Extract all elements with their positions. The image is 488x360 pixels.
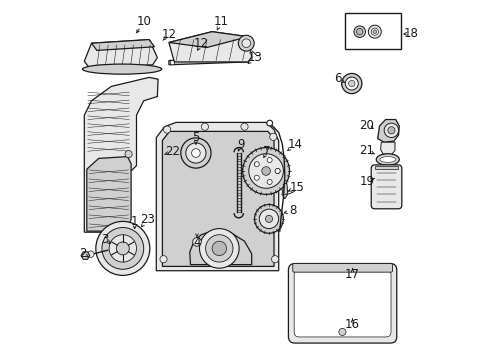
- Circle shape: [241, 123, 247, 130]
- Circle shape: [181, 138, 211, 168]
- Circle shape: [345, 77, 358, 90]
- Circle shape: [372, 30, 376, 33]
- Circle shape: [96, 221, 149, 275]
- Polygon shape: [87, 157, 131, 231]
- Circle shape: [341, 73, 361, 94]
- Text: 9: 9: [237, 138, 244, 150]
- Circle shape: [356, 28, 362, 35]
- Circle shape: [348, 80, 354, 87]
- Circle shape: [163, 126, 170, 133]
- Circle shape: [199, 229, 239, 268]
- Text: 18: 18: [403, 27, 417, 40]
- Polygon shape: [81, 252, 89, 259]
- Circle shape: [271, 256, 278, 263]
- Circle shape: [238, 35, 254, 51]
- Circle shape: [205, 235, 232, 262]
- Polygon shape: [168, 32, 247, 48]
- FancyBboxPatch shape: [288, 264, 396, 343]
- Polygon shape: [162, 131, 273, 266]
- Circle shape: [170, 60, 174, 65]
- Circle shape: [125, 150, 132, 158]
- Circle shape: [266, 158, 272, 163]
- FancyBboxPatch shape: [294, 270, 390, 337]
- Text: 8: 8: [289, 204, 296, 217]
- FancyBboxPatch shape: [292, 264, 392, 272]
- Text: 7: 7: [263, 145, 270, 158]
- Circle shape: [212, 241, 226, 256]
- Polygon shape: [84, 40, 157, 68]
- Ellipse shape: [375, 154, 399, 165]
- Polygon shape: [189, 230, 251, 265]
- Circle shape: [254, 162, 259, 167]
- Polygon shape: [380, 142, 394, 155]
- Polygon shape: [168, 32, 251, 62]
- Circle shape: [266, 120, 272, 126]
- Circle shape: [384, 123, 398, 138]
- Text: 12: 12: [193, 37, 208, 50]
- Circle shape: [275, 168, 280, 174]
- Text: 11: 11: [213, 15, 228, 28]
- Text: 12: 12: [161, 28, 176, 41]
- Text: 4: 4: [193, 237, 200, 249]
- Circle shape: [185, 143, 205, 163]
- Text: 5: 5: [192, 131, 199, 144]
- Circle shape: [248, 154, 283, 188]
- Circle shape: [160, 256, 167, 263]
- Text: 13: 13: [247, 51, 262, 64]
- Ellipse shape: [379, 157, 395, 162]
- Circle shape: [242, 148, 289, 194]
- Text: 3: 3: [101, 233, 108, 246]
- Polygon shape: [84, 77, 158, 232]
- Circle shape: [109, 235, 136, 262]
- Circle shape: [370, 28, 378, 35]
- Polygon shape: [282, 184, 287, 199]
- Text: 20: 20: [359, 119, 374, 132]
- Circle shape: [102, 228, 143, 269]
- Circle shape: [265, 215, 272, 222]
- Text: 15: 15: [289, 181, 304, 194]
- Text: 2: 2: [80, 247, 87, 260]
- Text: 22: 22: [164, 145, 180, 158]
- Bar: [374, 166, 397, 169]
- Circle shape: [261, 167, 270, 175]
- Bar: [345, 13, 400, 49]
- Circle shape: [269, 133, 276, 140]
- Text: 10: 10: [136, 15, 151, 28]
- Circle shape: [259, 209, 278, 229]
- Circle shape: [201, 123, 208, 130]
- Circle shape: [254, 175, 259, 180]
- Ellipse shape: [82, 64, 162, 74]
- Circle shape: [116, 242, 129, 255]
- Circle shape: [353, 26, 365, 37]
- Circle shape: [275, 168, 280, 174]
- Polygon shape: [156, 122, 278, 271]
- Polygon shape: [168, 58, 247, 65]
- Circle shape: [242, 58, 246, 62]
- Text: 19: 19: [359, 175, 374, 188]
- Text: 1: 1: [131, 215, 138, 228]
- Polygon shape: [377, 120, 399, 142]
- Circle shape: [192, 238, 201, 246]
- Circle shape: [367, 25, 381, 38]
- FancyBboxPatch shape: [370, 165, 401, 209]
- Circle shape: [87, 251, 94, 257]
- Text: 6: 6: [333, 72, 341, 85]
- Circle shape: [254, 204, 283, 233]
- Polygon shape: [91, 40, 154, 50]
- Text: 17: 17: [345, 268, 359, 281]
- Circle shape: [387, 127, 394, 134]
- Text: 23: 23: [140, 213, 154, 226]
- Circle shape: [338, 328, 346, 336]
- Circle shape: [266, 179, 272, 184]
- Text: 14: 14: [287, 138, 302, 151]
- Text: 21: 21: [359, 144, 374, 157]
- Circle shape: [242, 39, 250, 48]
- Circle shape: [191, 149, 200, 157]
- Text: 16: 16: [345, 318, 359, 331]
